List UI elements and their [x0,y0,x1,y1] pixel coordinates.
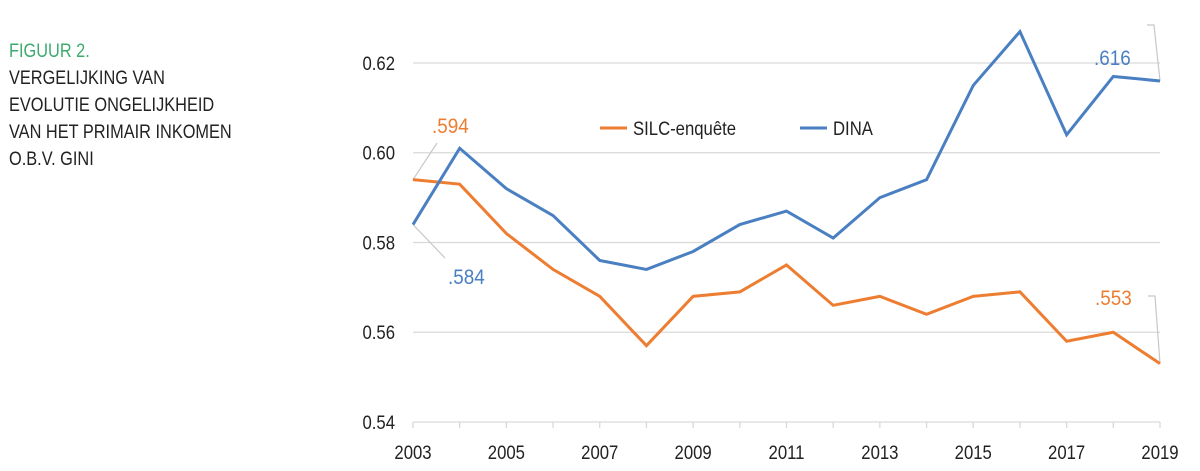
leader-line [412,142,438,181]
y-tick-label: 0.60 [362,143,395,164]
title-line: VAN HET PRIMAIR INKOMEN [9,122,232,143]
title-line: EVOLUTIE ONGELIJKHEID [9,95,215,116]
title-line: VERGELIJKING VAN [9,68,165,89]
x-tick-label: 2003 [394,442,431,463]
data-label: .616 [1094,47,1131,70]
leader-line [1148,295,1161,364]
x-tick-label: 2013 [861,442,898,463]
y-tick-label: 0.54 [362,412,395,433]
x-tick-label: 2011 [769,442,805,463]
data-label: .594 [432,115,469,138]
data-label: .553 [1095,287,1132,310]
figure-label: FIGUUR 2. [9,41,90,62]
x-tick-label: 2017 [1048,442,1085,463]
y-tick-label: 0.58 [362,233,395,254]
x-tick-label: 2007 [581,442,618,463]
x-tick-label: 2009 [675,442,712,463]
series-line-dina [411,28,1161,271]
legend-label: DINA [833,118,873,139]
data-label: .584 [448,266,485,289]
x-tick-label: 2015 [955,442,992,463]
x-tick-label: 2005 [488,442,525,463]
legend-label: SILC-enquête [633,118,736,139]
series-line-silc [412,178,1161,365]
title-line: O.B.V. GINI [9,149,94,170]
leader-line [1147,24,1161,82]
x-tick-label: 2019 [1141,442,1178,463]
leader-line [412,224,446,259]
y-tick-label: 0.62 [362,53,395,74]
figure-title: FIGUUR 2. VERGELIJKING VAN EVOLUTIE ONGE… [9,38,232,173]
y-tick-label: 0.56 [362,322,395,343]
